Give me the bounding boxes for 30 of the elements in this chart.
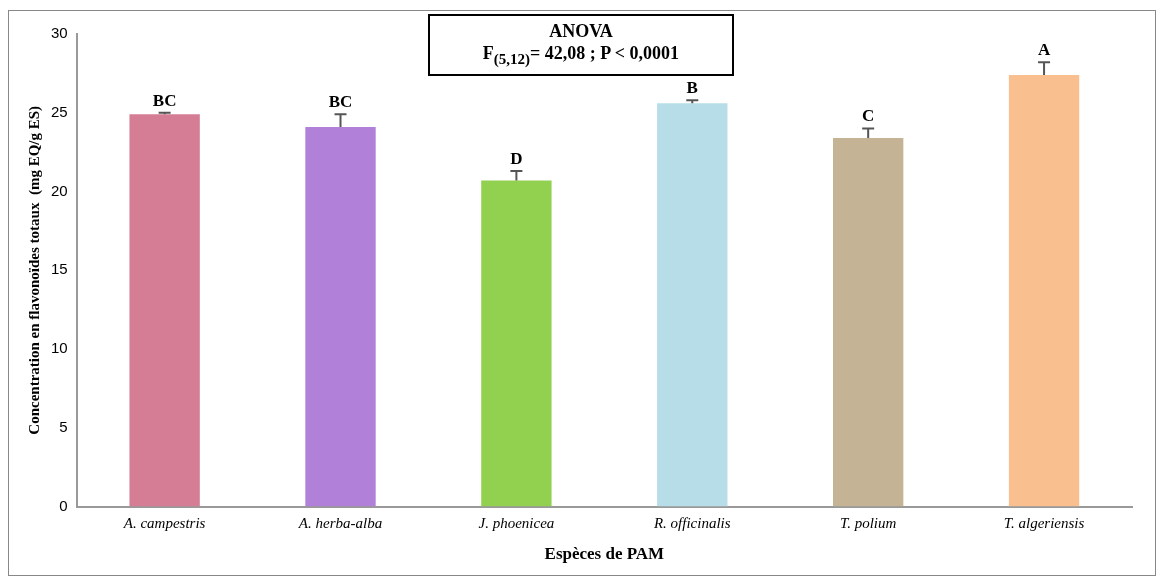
annotation: BC — [152, 90, 177, 110]
y-tick-label: 0 — [59, 496, 68, 514]
annotation: D — [510, 148, 523, 168]
y-tick-label: 20 — [51, 181, 68, 199]
annotation: C — [862, 106, 875, 126]
note-box: ANOVA F$_{(5,12)}$= 42,08 ; P < 0,0001 — [428, 14, 734, 76]
bar — [129, 114, 200, 507]
annotation: ANOVA — [548, 20, 614, 42]
bar — [1008, 74, 1080, 507]
bar — [657, 103, 728, 507]
bar — [832, 137, 904, 507]
y-tick-label: 25 — [51, 102, 68, 120]
x-tick-label: A. herba-alba — [297, 514, 383, 531]
y-tick-label: 10 — [51, 339, 68, 357]
x-tick-label: R. officinalis — [652, 514, 731, 531]
annotation: BC — [328, 92, 353, 112]
y-tick-label: 5 — [59, 417, 68, 435]
y-axis-title: Concentration en flavonoïdes totaux (mg EQ/g ES) — [25, 105, 43, 435]
x-axis-title: Espèces de PAM — [544, 544, 665, 564]
annotation: F$_{(5,12)}$= 42,08 ; P < 0,0001 — [481, 42, 681, 69]
x-tick-label: T. polium — [839, 514, 897, 531]
bar — [481, 180, 552, 507]
y-tick-label: 30 — [51, 24, 68, 42]
y-tick-label: 15 — [51, 260, 68, 278]
annotation: A — [1037, 40, 1051, 60]
x-tick-label: A. campestris — [122, 514, 206, 531]
x-tick-label: J. phoenicea — [478, 514, 555, 531]
annotation: B — [686, 78, 698, 98]
bar — [305, 126, 376, 507]
x-tick-label: T. algeriensis — [1003, 514, 1085, 531]
